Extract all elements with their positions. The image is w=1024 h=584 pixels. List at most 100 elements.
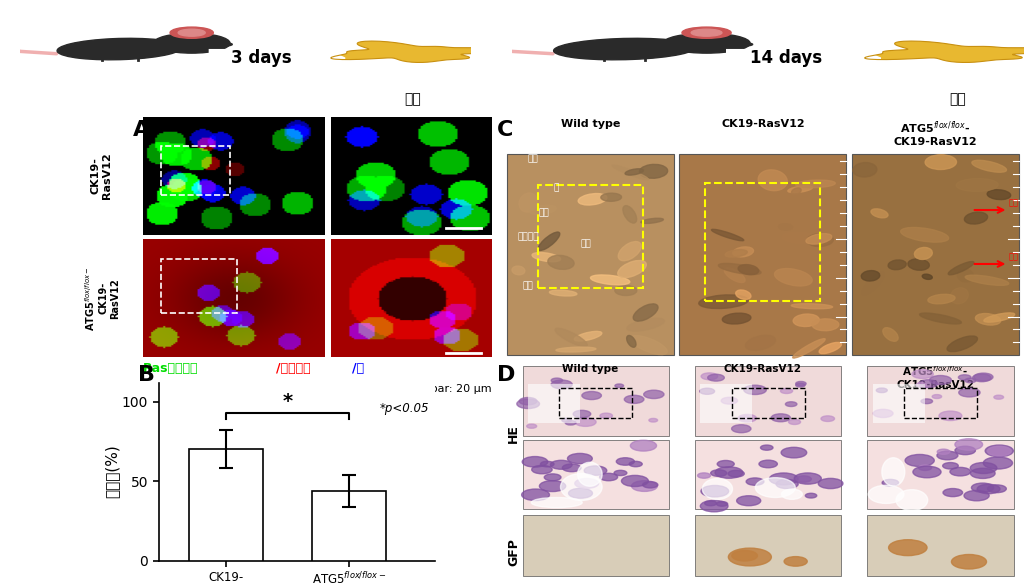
Bar — [312, 491, 386, 561]
Ellipse shape — [556, 347, 596, 352]
Circle shape — [973, 374, 991, 382]
Circle shape — [622, 475, 648, 486]
Ellipse shape — [627, 335, 636, 347]
Text: 膜臓: 膜臓 — [949, 92, 966, 106]
Circle shape — [717, 502, 728, 506]
Circle shape — [664, 33, 750, 53]
Circle shape — [728, 548, 771, 566]
Ellipse shape — [923, 274, 932, 279]
Ellipse shape — [796, 180, 836, 187]
Ellipse shape — [794, 314, 819, 326]
Circle shape — [889, 540, 927, 555]
Text: Wild type: Wild type — [562, 364, 618, 374]
Circle shape — [644, 390, 664, 398]
Circle shape — [805, 493, 817, 498]
Circle shape — [795, 473, 821, 484]
Circle shape — [921, 399, 933, 404]
Text: GFP: GFP — [507, 538, 520, 566]
Ellipse shape — [627, 318, 665, 331]
Bar — [679, 154, 847, 354]
Ellipse shape — [882, 458, 905, 486]
Circle shape — [761, 445, 773, 450]
Bar — [695, 366, 842, 436]
Y-axis label: 排除率(%): 排除率(%) — [104, 444, 119, 499]
Ellipse shape — [987, 190, 1011, 200]
Circle shape — [955, 446, 976, 455]
Circle shape — [731, 425, 751, 433]
Circle shape — [629, 461, 642, 467]
Ellipse shape — [756, 478, 796, 498]
Circle shape — [701, 485, 729, 497]
Ellipse shape — [976, 314, 1000, 325]
Bar — [695, 440, 842, 509]
Bar — [904, 388, 977, 418]
Ellipse shape — [548, 255, 574, 269]
Ellipse shape — [782, 232, 819, 244]
Ellipse shape — [972, 160, 1007, 172]
Circle shape — [565, 420, 577, 425]
Text: 胃: 胃 — [554, 183, 559, 192]
Ellipse shape — [724, 268, 745, 283]
Text: A: A — [133, 120, 151, 140]
Ellipse shape — [901, 228, 948, 242]
Ellipse shape — [914, 248, 932, 259]
Circle shape — [519, 398, 537, 405]
Text: *: * — [283, 392, 293, 411]
Circle shape — [682, 27, 731, 39]
Circle shape — [771, 414, 791, 422]
Bar — [867, 516, 1014, 576]
Ellipse shape — [871, 209, 888, 218]
Bar — [700, 384, 753, 423]
Bar — [539, 186, 643, 288]
Circle shape — [715, 467, 742, 478]
Text: CK19-RasV12: CK19-RasV12 — [721, 119, 805, 129]
Ellipse shape — [614, 286, 637, 296]
Ellipse shape — [908, 259, 930, 270]
Circle shape — [776, 479, 798, 489]
Ellipse shape — [883, 328, 898, 341]
Ellipse shape — [578, 463, 602, 486]
Ellipse shape — [617, 260, 646, 277]
Text: Scale bar: 20 μm: Scale bar: 20 μm — [397, 384, 492, 394]
Ellipse shape — [641, 218, 664, 224]
Circle shape — [971, 463, 997, 474]
Ellipse shape — [778, 224, 793, 230]
Circle shape — [965, 378, 976, 383]
Circle shape — [551, 378, 562, 383]
Circle shape — [631, 440, 656, 451]
Circle shape — [785, 402, 797, 406]
Text: /アクチン: /アクチン — [275, 362, 310, 375]
Circle shape — [743, 385, 766, 395]
Circle shape — [781, 447, 807, 458]
Ellipse shape — [733, 247, 754, 257]
Circle shape — [562, 464, 581, 472]
Ellipse shape — [698, 295, 749, 308]
Circle shape — [632, 481, 657, 491]
Ellipse shape — [956, 179, 998, 192]
Circle shape — [780, 388, 793, 394]
Ellipse shape — [539, 232, 560, 251]
Ellipse shape — [781, 489, 803, 499]
Text: /核: /核 — [352, 362, 365, 375]
Ellipse shape — [591, 275, 630, 285]
Polygon shape — [210, 44, 345, 72]
Ellipse shape — [735, 290, 751, 300]
Ellipse shape — [630, 336, 668, 354]
Ellipse shape — [925, 155, 956, 169]
Text: 十二指腔: 十二指腔 — [517, 232, 539, 241]
Circle shape — [919, 465, 932, 471]
Circle shape — [573, 411, 591, 418]
Ellipse shape — [950, 288, 969, 304]
Text: CK19-
RasV12: CK19- RasV12 — [91, 152, 113, 199]
Bar — [189, 449, 263, 561]
Circle shape — [550, 460, 572, 470]
Circle shape — [697, 473, 711, 478]
Circle shape — [739, 415, 751, 420]
Circle shape — [170, 27, 213, 39]
Ellipse shape — [719, 263, 761, 274]
Ellipse shape — [512, 266, 525, 275]
Text: 大腸: 大腸 — [522, 281, 534, 290]
Ellipse shape — [758, 170, 787, 191]
Bar — [559, 388, 633, 418]
Circle shape — [526, 424, 537, 428]
